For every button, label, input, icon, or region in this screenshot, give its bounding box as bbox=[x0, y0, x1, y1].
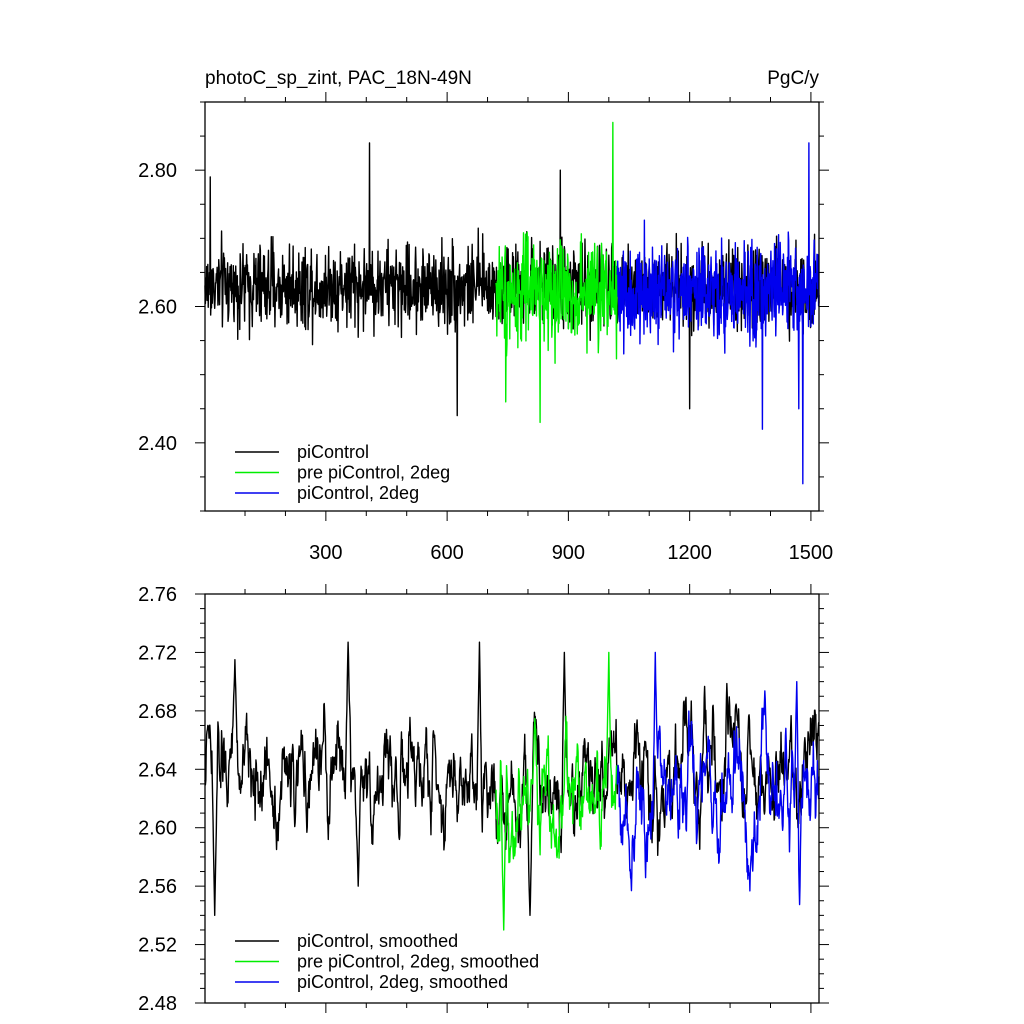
bottom-series-line-3 bbox=[616, 651, 820, 906]
bottom-y-tick-label: 2.60 bbox=[138, 818, 177, 840]
top-series-line-3 bbox=[616, 142, 820, 485]
bottom-legend-label-1: piControl, smoothed bbox=[297, 931, 458, 951]
top-legend-label-2: pre piControl, 2deg bbox=[297, 463, 450, 483]
top-x-tick-label: 600 bbox=[430, 542, 463, 564]
top-y-tick-label: 2.60 bbox=[138, 297, 177, 319]
top-x-tick-label: 300 bbox=[309, 542, 342, 564]
bottom-y-tick-label: 2.56 bbox=[138, 876, 177, 898]
bottom-y-tick-label: 2.76 bbox=[138, 584, 177, 606]
bottom-y-tick-label: 2.68 bbox=[138, 701, 177, 723]
top-panel-ticks: 300 600 900 1200 1500 2.40 2.60 2.80 bbox=[138, 92, 833, 564]
bottom-y-tick-label: 2.48 bbox=[138, 993, 177, 1015]
top-legend-label-1: piControl bbox=[297, 442, 369, 462]
bottom-panel-ticks: 2.48 2.52 2.56 2.60 2.64 2.68 2.72 2.76 bbox=[138, 584, 829, 1015]
top-legend-label-3: piControl, 2deg bbox=[297, 483, 419, 503]
top-panel-title-right: PgC/y bbox=[767, 68, 819, 89]
bottom-y-tick-label: 2.72 bbox=[138, 642, 177, 664]
top-x-tick-label: 1500 bbox=[789, 542, 834, 564]
top-panel-title-left: photoC_sp_zint, PAC_18N-49N bbox=[205, 68, 472, 89]
bottom-panel: 2.48 2.52 2.56 2.60 2.64 2.68 2.72 2.76 piContr… bbox=[138, 584, 829, 1015]
bottom-series-line-2 bbox=[495, 651, 618, 931]
bottom-panel-series bbox=[204, 641, 820, 931]
top-panel: 300 600 900 1200 1500 2.40 2.60 2.80 photoC_sp_… bbox=[138, 68, 833, 564]
top-series-line-2 bbox=[495, 121, 618, 424]
bottom-legend-label-2: pre piControl, 2deg, smoothed bbox=[297, 952, 539, 972]
top-y-tick-label: 2.40 bbox=[138, 433, 177, 455]
bottom-y-tick-label: 2.64 bbox=[138, 759, 177, 781]
bottom-legend-label-3: piControl, 2deg, smoothed bbox=[297, 972, 508, 992]
top-x-tick-label: 900 bbox=[552, 542, 585, 564]
bottom-series-line-1 bbox=[204, 641, 820, 917]
bottom-y-tick-label: 2.52 bbox=[138, 935, 177, 957]
top-y-tick-label: 2.80 bbox=[138, 160, 177, 182]
top-panel-series bbox=[204, 121, 820, 485]
top-x-tick-label: 1200 bbox=[667, 542, 712, 564]
